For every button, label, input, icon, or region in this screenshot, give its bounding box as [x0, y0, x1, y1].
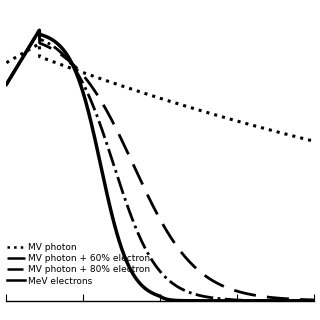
Legend: MV photon, MV photon + 60% electron, MV photon + 80% electron, MeV electrons: MV photon, MV photon + 60% electron, MV …	[3, 239, 154, 289]
